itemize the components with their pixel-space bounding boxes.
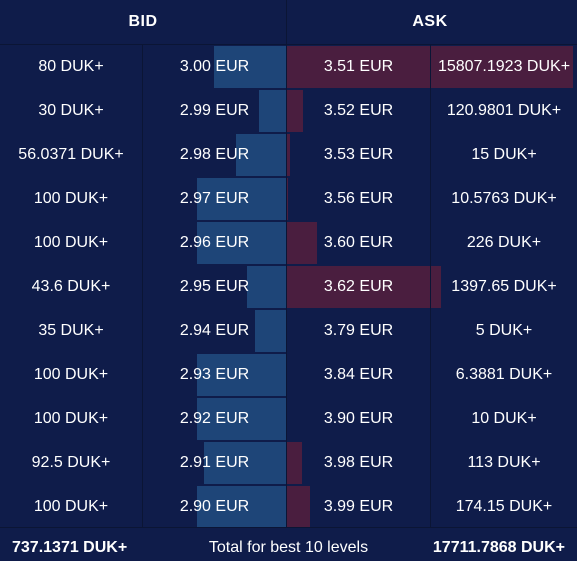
bid-depth-bar xyxy=(255,310,286,352)
bid-depth-bar xyxy=(197,398,286,440)
ask-price: 3.99 EUR xyxy=(323,498,394,515)
bid-column-divider xyxy=(142,45,143,527)
ask-quantity: 174.15 DUK+ xyxy=(455,498,553,515)
ask-quantity: 6.3881 DUK+ xyxy=(455,366,553,383)
ask-price: 3.51 EUR xyxy=(323,58,394,75)
bid-quantity: 100 DUK+ xyxy=(33,498,109,515)
bid-quantity: 30 DUK+ xyxy=(38,102,104,119)
ask-quantity: 15807.1923 DUK+ xyxy=(437,58,571,75)
ask-quantity: 226 DUK+ xyxy=(466,234,542,251)
ask-depth-bar xyxy=(287,90,303,132)
bid-quantity: 80 DUK+ xyxy=(38,58,104,75)
ask-quantity: 120.9801 DUK+ xyxy=(446,102,562,119)
ask-price: 3.60 EUR xyxy=(323,234,394,251)
bid-price: 2.92 EUR xyxy=(179,410,250,427)
ask-column-divider xyxy=(430,45,431,527)
bid-price: 2.96 EUR xyxy=(179,234,250,251)
total-bid-quantity: 737.1371 DUK+ xyxy=(12,539,128,556)
ask-price: 3.79 EUR xyxy=(323,322,394,339)
ask-quantity: 113 DUK+ xyxy=(467,454,541,471)
ask-quantity: 15 DUK+ xyxy=(471,146,537,163)
order-row[interactable]: 100 DUK+ 2.97 EUR 3.56 EUR 10.5763 DUK+ xyxy=(0,177,577,221)
ask-price: 3.90 EUR xyxy=(323,410,394,427)
ask-price: 3.52 EUR xyxy=(323,102,394,119)
ask-depth-bar xyxy=(287,442,302,484)
total-label: Total for best 10 levels xyxy=(208,539,369,556)
ask-quantity: 1397.65 DUK+ xyxy=(451,278,557,295)
bid-depth-bar xyxy=(259,90,286,132)
ask-quantity: 10 DUK+ xyxy=(471,410,537,427)
bid-quantity: 100 DUK+ xyxy=(33,190,109,207)
bid-quantity: 56.0371 DUK+ xyxy=(18,146,124,163)
ask-quantity: 10.5763 DUK+ xyxy=(451,190,557,207)
bid-depth-bar xyxy=(247,266,286,308)
bid-price: 2.99 EUR xyxy=(179,102,250,119)
header-separator xyxy=(0,44,577,45)
ask-depth-bar xyxy=(287,486,310,528)
bid-quantity: 35 DUK+ xyxy=(38,322,104,339)
order-row[interactable]: 80 DUK+ 3.00 EUR 3.51 EUR 15807.1923 DUK+ xyxy=(0,45,577,89)
ask-price: 3.84 EUR xyxy=(323,366,394,383)
order-book-rows: 80 DUK+ 3.00 EUR 3.51 EUR 15807.1923 DUK+ 30… xyxy=(0,45,577,529)
ask-price: 3.98 EUR xyxy=(323,454,394,471)
order-row[interactable]: 100 DUK+ 2.93 EUR 3.84 EUR 6.3881 DUK+ xyxy=(0,353,577,397)
bid-price: 2.93 EUR xyxy=(179,366,250,383)
order-row[interactable]: 100 DUK+ 2.92 EUR 3.90 EUR 10 DUK+ xyxy=(0,397,577,441)
bid-quantity: 100 DUK+ xyxy=(33,366,109,383)
bid-depth-bar xyxy=(197,486,286,528)
bid-depth-bar xyxy=(197,222,286,264)
ask-depth-bar xyxy=(287,222,317,264)
bid-price: 2.97 EUR xyxy=(179,190,250,207)
ask-price: 3.62 EUR xyxy=(323,278,394,295)
ask-price: 3.53 EUR xyxy=(323,146,394,163)
order-row[interactable]: 56.0371 DUK+ 2.98 EUR 3.53 EUR 15 DUK+ xyxy=(0,133,577,177)
order-row[interactable]: 100 DUK+ 2.90 EUR 3.99 EUR 174.15 DUK+ xyxy=(0,485,577,529)
bid-price: 2.95 EUR xyxy=(179,278,250,295)
footer-separator xyxy=(0,527,577,528)
bid-price: 2.90 EUR xyxy=(179,498,250,515)
order-row[interactable]: 92.5 DUK+ 2.91 EUR 3.98 EUR 113 DUK+ xyxy=(0,441,577,485)
ask-quantity: 5 DUK+ xyxy=(475,322,533,339)
ask-depth-bar xyxy=(287,178,288,220)
order-row[interactable]: 43.6 DUK+ 2.95 EUR 3.62 EUR 1397.65 DUK+ xyxy=(0,265,577,309)
ask-depth-bar xyxy=(287,266,441,308)
order-book-header: BID ASK xyxy=(0,0,577,44)
bid-price: 3.00 EUR xyxy=(179,58,250,75)
bid-depth-bar xyxy=(236,134,286,176)
bid-price: 2.98 EUR xyxy=(179,146,250,163)
order-row[interactable]: 100 DUK+ 2.96 EUR 3.60 EUR 226 DUK+ xyxy=(0,221,577,265)
center-divider xyxy=(286,45,287,527)
order-row[interactable]: 30 DUK+ 2.99 EUR 3.52 EUR 120.9801 DUK+ xyxy=(0,89,577,133)
ask-column-header: ASK xyxy=(412,13,448,30)
bid-depth-bar xyxy=(214,46,286,88)
ask-depth-bar xyxy=(287,134,290,176)
order-row[interactable]: 35 DUK+ 2.94 EUR 3.79 EUR 5 DUK+ xyxy=(0,309,577,353)
bid-depth-bar xyxy=(197,354,286,396)
bid-quantity: 100 DUK+ xyxy=(33,410,109,427)
bid-price: 2.94 EUR xyxy=(179,322,250,339)
total-ask-quantity: 17711.7868 DUK+ xyxy=(432,539,565,556)
order-book-footer: Total for best 10 levels 737.1371 DUK+ 1… xyxy=(0,528,577,561)
bid-price: 2.91 EUR xyxy=(179,454,250,471)
bid-quantity: 92.5 DUK+ xyxy=(31,454,111,471)
bid-quantity: 43.6 DUK+ xyxy=(31,278,111,295)
header-divider xyxy=(286,0,287,44)
ask-price: 3.56 EUR xyxy=(323,190,394,207)
bid-depth-bar xyxy=(204,442,286,484)
bid-quantity: 100 DUK+ xyxy=(33,234,109,251)
bid-depth-bar xyxy=(197,178,286,220)
bid-column-header: BID xyxy=(128,13,158,30)
